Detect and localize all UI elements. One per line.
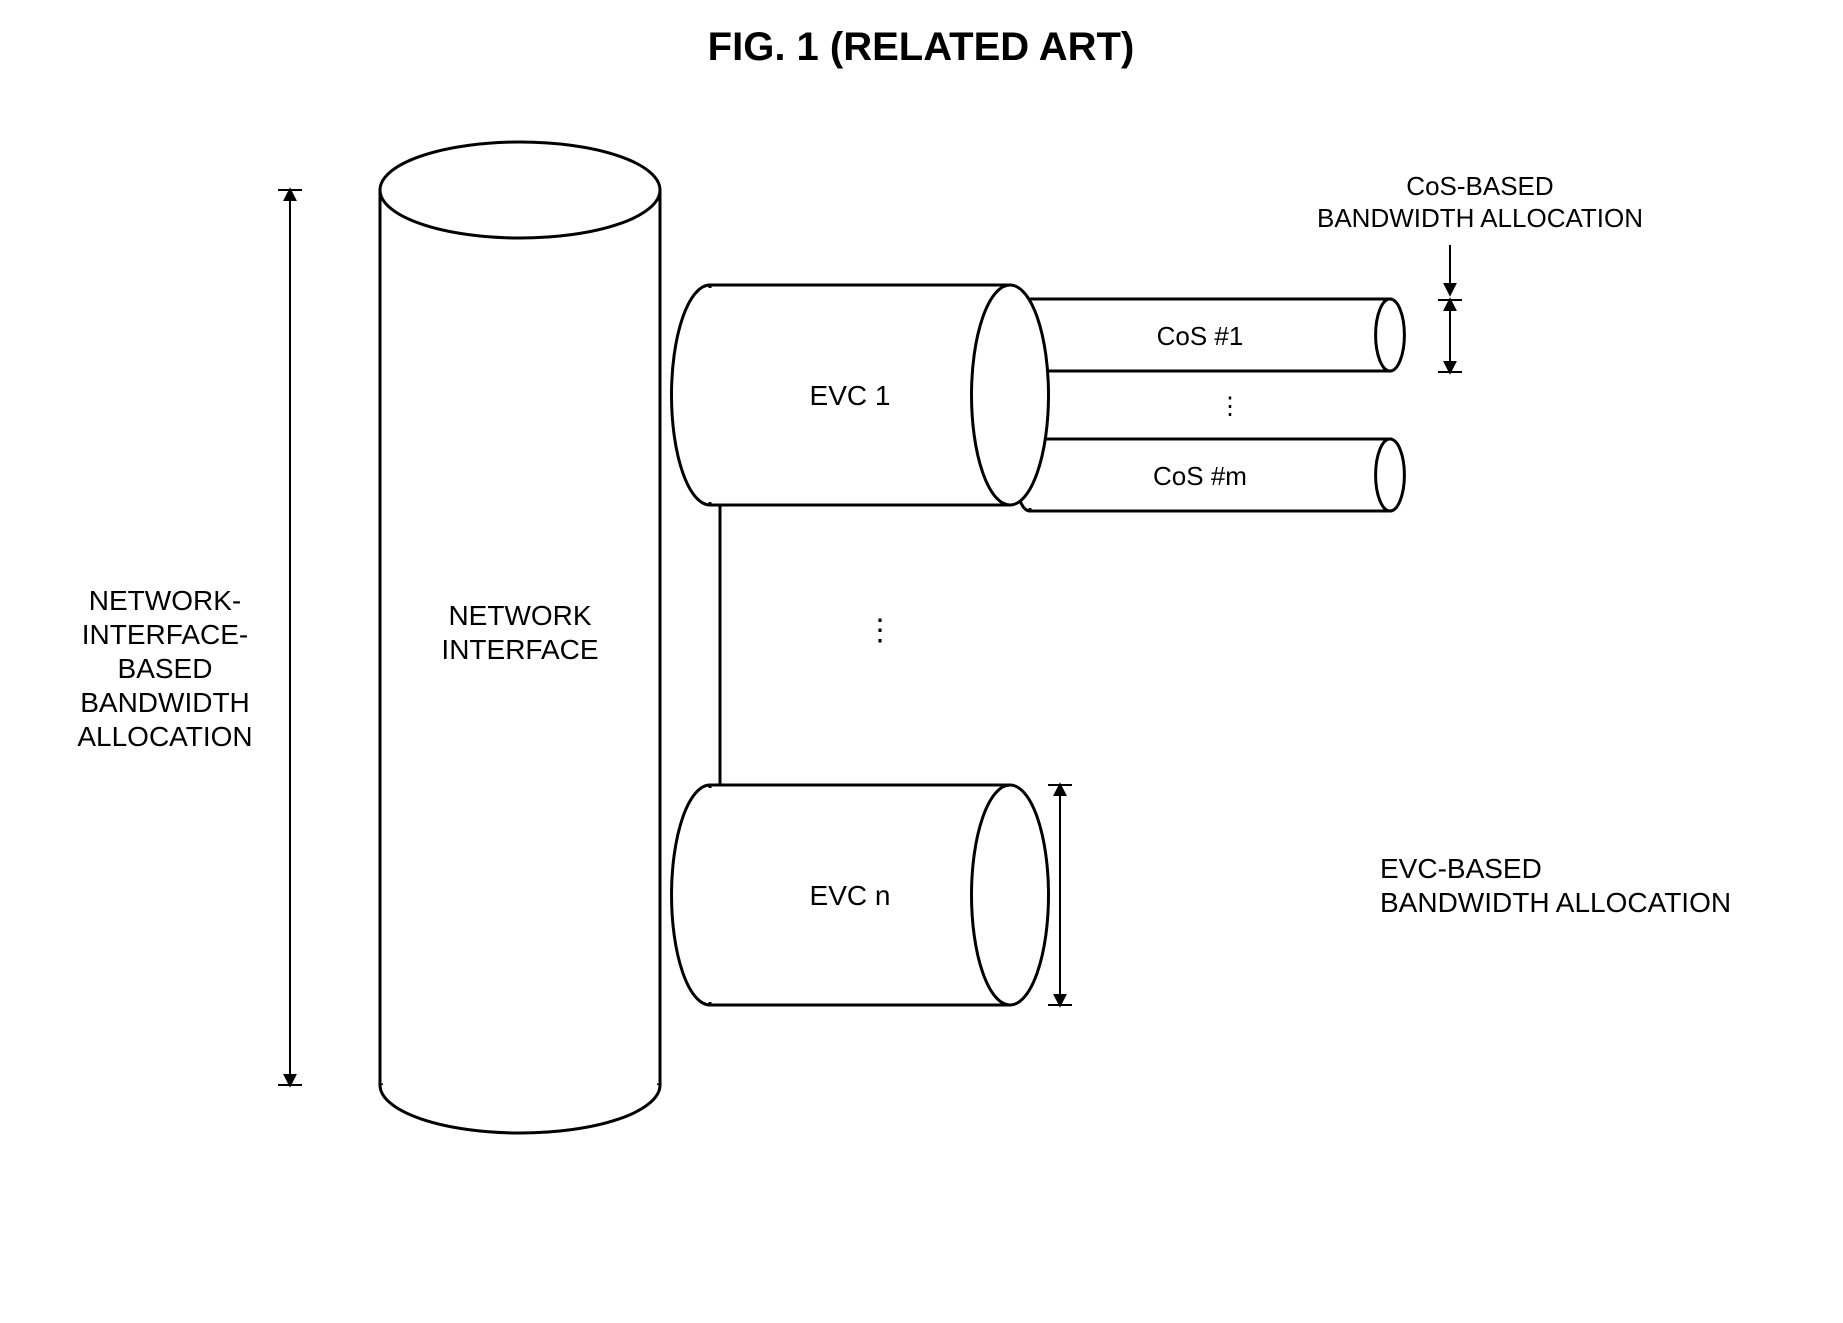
evc-1-label: EVC 1 — [810, 380, 891, 411]
svg-text:BANDWIDTH ALLOCATION: BANDWIDTH ALLOCATION — [1380, 887, 1731, 918]
diagram-svg: FIG. 1 (RELATED ART)NETWORK-INTERFACE-BA… — [0, 0, 1843, 1323]
evc-dimension — [1048, 785, 1072, 1005]
svg-text:NETWORK-: NETWORK- — [89, 585, 241, 616]
cos-dimension — [1438, 245, 1462, 372]
svg-text:BANDWIDTH ALLOCATION: BANDWIDTH ALLOCATION — [1317, 203, 1643, 233]
cos-vdots: ⋮ — [1218, 393, 1242, 420]
network-interface-bw-label: NETWORK-INTERFACE-BASEDBANDWIDTHALLOCATI… — [77, 585, 252, 752]
cos-m-label: CoS #m — [1153, 461, 1247, 491]
evc-vdots: ⋮ — [865, 614, 895, 647]
svg-text:CoS-BASED: CoS-BASED — [1406, 171, 1553, 201]
evc-bw-label: EVC-BASEDBANDWIDTH ALLOCATION — [1380, 853, 1731, 918]
svg-text:EVC-BASED: EVC-BASED — [1380, 853, 1542, 884]
svg-text:ALLOCATION: ALLOCATION — [77, 721, 252, 752]
cos-1-label: CoS #1 — [1157, 321, 1244, 351]
cos-bw-label: CoS-BASEDBANDWIDTH ALLOCATION — [1317, 171, 1643, 233]
figure-title: FIG. 1 (RELATED ART) — [708, 25, 1135, 69]
evc-n-label: EVC n — [810, 880, 891, 911]
svg-text:BASED: BASED — [118, 653, 213, 684]
svg-text:INTERFACE: INTERFACE — [441, 634, 598, 665]
svg-text:BANDWIDTH: BANDWIDTH — [80, 687, 250, 718]
svg-text:NETWORK: NETWORK — [448, 600, 591, 631]
network-interface-dimension — [278, 190, 302, 1085]
svg-text:INTERFACE-: INTERFACE- — [82, 619, 248, 650]
